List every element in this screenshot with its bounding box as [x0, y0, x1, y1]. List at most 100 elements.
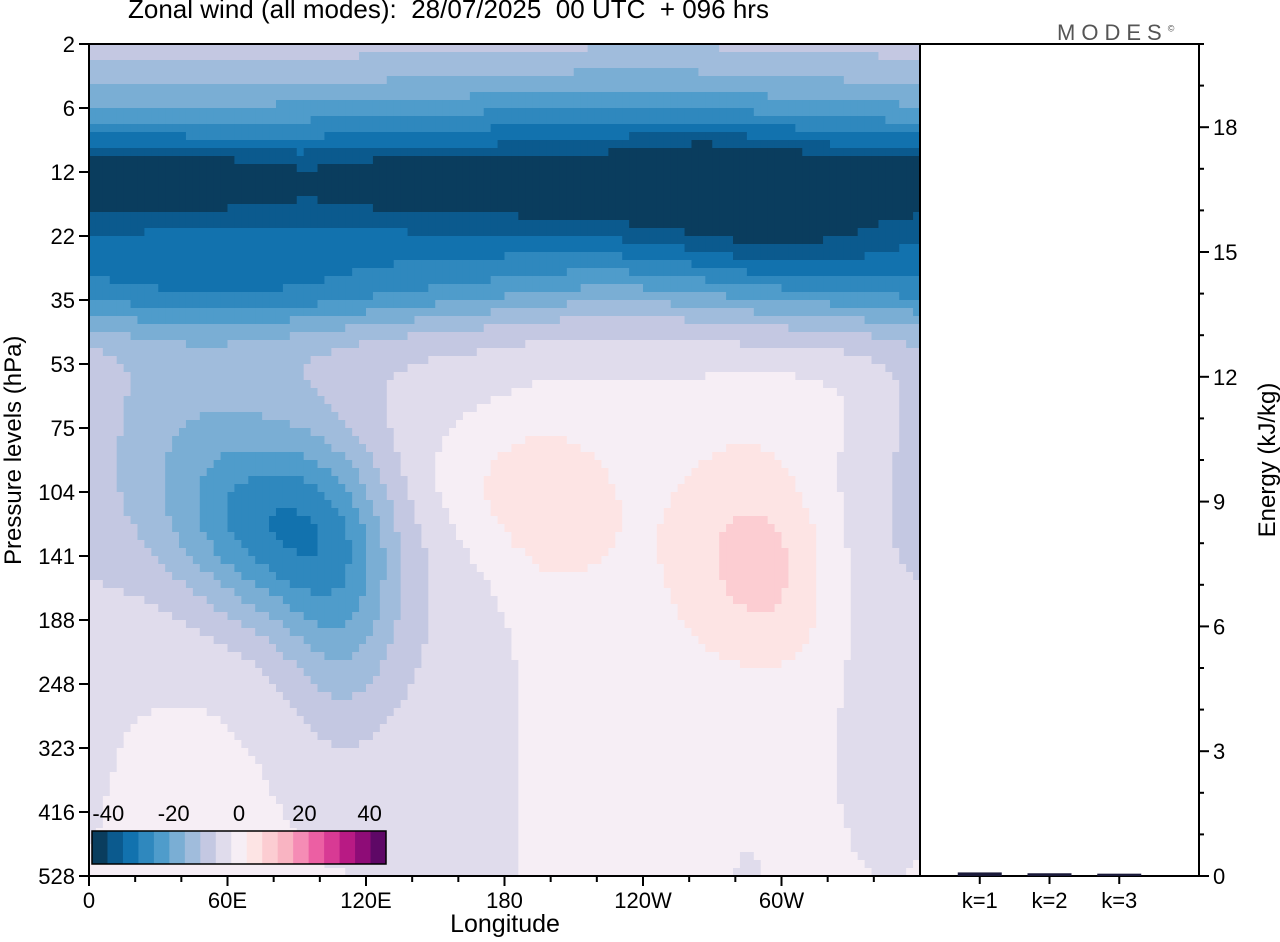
- heatmap-cell: [185, 348, 194, 357]
- heatmap-cell: [906, 60, 914, 69]
- heatmap-cell: [774, 308, 783, 317]
- heatmap-cell: [809, 180, 817, 189]
- heatmap-cell: [296, 172, 305, 181]
- heatmap-cell: [836, 300, 845, 309]
- heatmap-cell: [733, 180, 741, 189]
- heatmap-cell: [331, 76, 339, 85]
- heatmap-cell: [393, 100, 402, 109]
- heatmap-cell: [864, 156, 873, 165]
- heatmap-cell: [379, 364, 388, 373]
- heatmap-cell: [677, 324, 686, 333]
- heatmap-cell: [275, 188, 284, 197]
- heatmap-cell: [137, 180, 145, 189]
- heatmap-cell: [310, 148, 319, 157]
- heatmap-cell: [670, 228, 679, 237]
- heatmap-cell: [158, 52, 166, 61]
- heatmap-cell: [809, 276, 817, 285]
- heatmap-cell: [386, 300, 395, 309]
- heatmap-cell: [608, 236, 616, 245]
- heatmap-cell: [449, 236, 457, 245]
- heatmap-cell: [552, 84, 561, 93]
- heatmap-cell: [566, 172, 575, 181]
- heatmap-cell: [331, 220, 339, 229]
- heatmap-cell: [705, 356, 713, 365]
- heatmap-cell: [823, 212, 831, 221]
- heatmap-cell: [282, 164, 291, 173]
- heatmap-cell: [864, 252, 873, 261]
- heatmap-cell: [594, 348, 603, 357]
- heatmap-cell: [158, 84, 166, 93]
- heatmap-cell: [601, 196, 609, 205]
- heatmap-cell: [504, 236, 513, 245]
- heatmap-cell: [636, 236, 644, 245]
- heatmap-cell: [428, 252, 436, 261]
- heatmap-cell: [816, 364, 824, 373]
- heatmap-cell: [615, 76, 623, 85]
- heatmap-cell: [781, 84, 790, 93]
- heatmap-cell: [539, 84, 547, 93]
- heatmap-cell: [559, 68, 568, 77]
- heatmap-cell: [95, 284, 104, 293]
- heatmap-cell: [220, 308, 229, 317]
- heatmap-cell: [435, 340, 443, 349]
- heatmap-cell: [739, 148, 748, 157]
- heatmap-cell: [151, 220, 159, 229]
- heatmap-cell: [421, 260, 429, 269]
- heatmap-cell: [255, 60, 263, 69]
- heatmap-cell: [386, 52, 395, 61]
- heatmap-cell: [421, 252, 429, 261]
- heatmap-cell: [608, 340, 616, 349]
- heatmap-cell: [303, 44, 312, 53]
- heatmap-cell: [282, 172, 291, 181]
- heatmap-cell: [338, 300, 346, 309]
- heatmap-cell: [372, 92, 381, 101]
- heatmap-cell: [255, 300, 263, 309]
- heatmap-cell: [151, 300, 159, 309]
- heatmap-cell: [684, 196, 693, 205]
- heatmap-cell: [144, 284, 152, 293]
- heatmap-cell: [109, 180, 118, 189]
- heatmap-cell: [123, 148, 132, 157]
- heatmap-cell: [767, 292, 776, 301]
- heatmap-cell: [781, 252, 790, 261]
- heatmap-cell: [317, 140, 326, 149]
- heatmap-cell: [206, 308, 215, 317]
- heatmap-cell: [442, 220, 450, 229]
- heatmap-cell: [677, 180, 686, 189]
- heatmap-cell: [885, 44, 893, 53]
- heatmap-cell: [580, 52, 589, 61]
- heatmap-cell: [836, 68, 845, 77]
- heatmap-cell: [649, 236, 658, 245]
- heatmap-cell: [158, 316, 166, 325]
- heatmap-cell: [726, 276, 734, 285]
- heatmap-cell: [331, 60, 339, 69]
- heatmap-cell: [241, 316, 249, 325]
- heatmap-cell: [656, 348, 665, 357]
- heatmap-cell: [850, 100, 859, 109]
- heatmap-cell: [518, 196, 526, 205]
- heatmap-cell: [546, 324, 554, 333]
- heatmap-cell: [823, 348, 831, 357]
- heatmap-cell: [719, 44, 727, 53]
- heatmap-cell: [400, 52, 409, 61]
- heatmap-cell: [726, 252, 734, 261]
- heatmap-cell: [428, 140, 436, 149]
- heatmap-cell: [442, 308, 450, 317]
- heatmap-cell: [116, 180, 125, 189]
- heatmap-cell: [705, 52, 713, 61]
- heatmap-cell: [719, 140, 727, 149]
- heatmap-cell: [816, 148, 824, 157]
- heatmap-cell: [172, 156, 180, 165]
- heatmap-cell: [546, 108, 554, 117]
- heatmap-cell: [539, 324, 547, 333]
- heatmap-cell: [511, 348, 519, 357]
- heatmap-cell: [338, 108, 346, 117]
- heatmap-cell: [733, 68, 741, 77]
- heatmap-cell: [317, 92, 326, 101]
- heatmap-cell: [532, 164, 540, 173]
- heatmap-cell: [393, 228, 402, 237]
- heatmap-cell: [303, 308, 312, 317]
- heatmap-cell: [296, 220, 305, 229]
- heatmap-cell: [899, 68, 907, 77]
- heatmap-cell: [102, 180, 111, 189]
